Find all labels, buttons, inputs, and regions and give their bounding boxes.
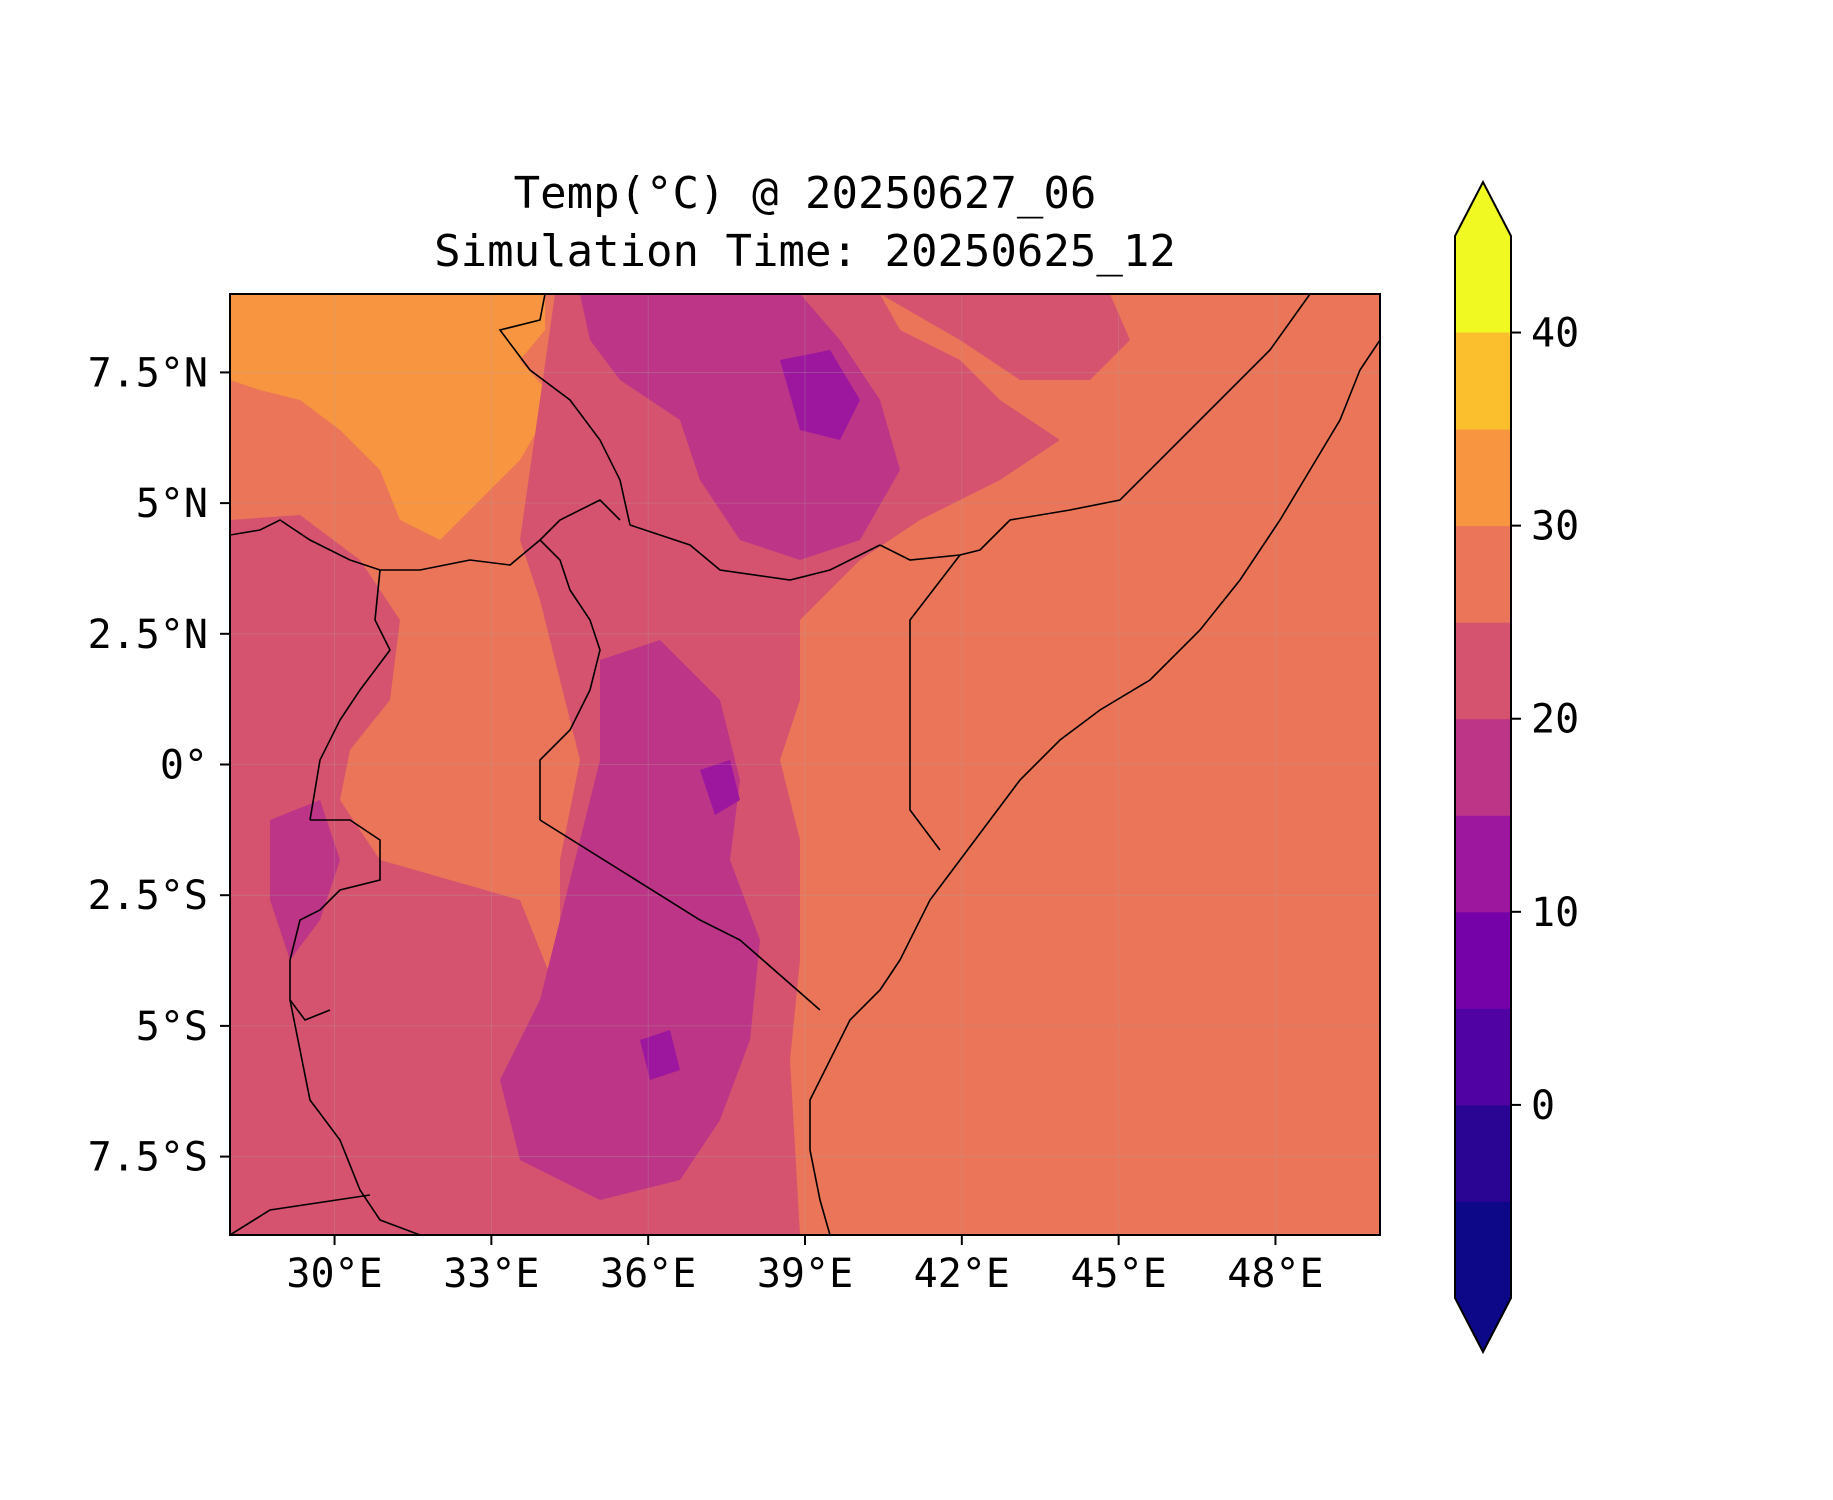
- colorbar-extend-under: [1455, 1201, 1511, 1352]
- drc-tanzania-border: [289, 999, 421, 1235]
- map-title: Temp(°C) @ 20250627_06: [513, 168, 1097, 219]
- uganda-sudan-border: [230, 519, 541, 571]
- field-20-25-west: [230, 515, 800, 1235]
- field-15-20-kenya-tanzania: [500, 640, 760, 1200]
- x-tick-label: 30°E: [286, 1251, 382, 1297]
- uganda-drc-border: [309, 569, 391, 821]
- uganda-kenya-border: [538, 499, 621, 820]
- borders: [230, 294, 1380, 1235]
- colorbar-tick-label: 0: [1531, 1083, 1555, 1129]
- colorbar-bin: [1455, 718, 1511, 816]
- x-tick-label: 45°E: [1070, 1251, 1166, 1297]
- sudan-ethiopia-border: [498, 294, 631, 526]
- field-10-15-north: [780, 350, 860, 440]
- field-10-15-south: [700, 760, 740, 815]
- colorbar-bin: [1455, 429, 1511, 527]
- kenya-tanzania-border: [539, 819, 821, 1011]
- y-tick-label: 7.5°N: [88, 350, 208, 396]
- colorbar-bin: [1455, 911, 1511, 1009]
- colorbar-tick-label: 20: [1531, 697, 1579, 743]
- kenya-ethiopia-border: [629, 524, 881, 581]
- colorbar-bin: [1455, 815, 1511, 913]
- x-axis: 30°E 33°E 36°E 39°E 42°E 45°E 48°E: [286, 1235, 1324, 1297]
- y-tick-label: 2.5°S: [88, 873, 208, 919]
- colorbar-tick-label: 40: [1531, 311, 1579, 357]
- colorbar-bin: [1455, 1008, 1511, 1106]
- x-tick-label: 39°E: [757, 1251, 853, 1297]
- colorbar-outline: [1454, 179, 1512, 1355]
- x-tick-label: 36°E: [600, 1251, 696, 1297]
- field-10-15-mid: [640, 1030, 680, 1080]
- y-tick-label: 2.5°N: [88, 612, 208, 658]
- colorbar-tick-label: 30: [1531, 504, 1579, 550]
- y-tick-label: 5°N: [136, 481, 208, 527]
- colorbar-bin: [1455, 332, 1511, 430]
- x-tick-label: 33°E: [443, 1251, 539, 1297]
- field-30-35-northwest: [230, 294, 555, 540]
- y-tick-label: 5°S: [136, 1004, 208, 1050]
- map-subtitle: Simulation Time: 20250625_12: [434, 226, 1176, 277]
- zambia-border: [230, 1194, 371, 1235]
- colorbar: 0 10 20 30 40: [1454, 179, 1579, 1355]
- colorbar-bin: [1455, 525, 1511, 623]
- rwanda-burundi-border: [289, 819, 381, 1021]
- colorbar-bin: [1455, 1104, 1511, 1202]
- y-axis: 7.5°N 5°N 2.5°N 0° 2.5°S 5°S 7.5°S: [88, 350, 230, 1181]
- temperature-field: [230, 294, 1380, 1235]
- y-tick-label: 0°: [160, 743, 208, 789]
- x-tick-label: 42°E: [914, 1251, 1010, 1297]
- field-15-20-west: [270, 800, 340, 960]
- gridlines: [230, 294, 1380, 1235]
- x-tick-label: 48°E: [1227, 1251, 1323, 1297]
- somalia-ethiopia-border: [879, 294, 1311, 561]
- coastline: [809, 339, 1380, 1235]
- colorbar-tick-label: 10: [1531, 890, 1579, 936]
- colorbar-bin: [1455, 622, 1511, 720]
- kenya-somalia-border: [909, 554, 961, 851]
- field-20-25-north-east: [880, 294, 1130, 380]
- colorbar-extend-over: [1455, 182, 1511, 333]
- y-tick-label: 7.5°S: [88, 1135, 208, 1181]
